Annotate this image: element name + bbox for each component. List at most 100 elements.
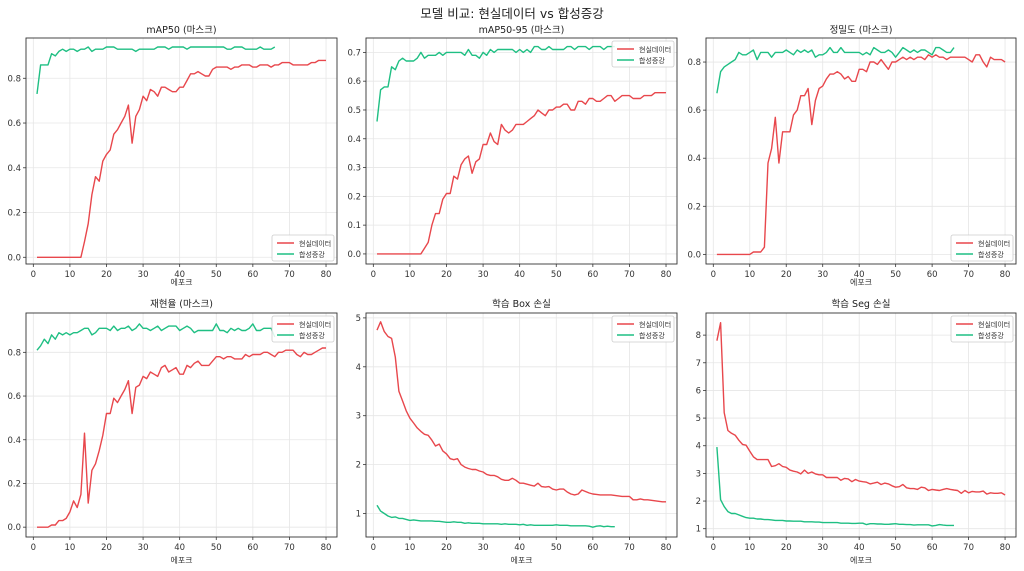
plot-frame (705, 37, 1017, 265)
x-axis-label: 에포크 (170, 278, 192, 287)
x-tick-label: 80 (1000, 543, 1011, 553)
chart-panel-2: 정밀도 (마스크)0 10 20 30 40 50 60 70 800.00.20.40.60.… (687, 24, 1017, 287)
x-tick-label: 10 (64, 270, 75, 280)
grid (366, 313, 677, 537)
x-tick-label: 20 (781, 543, 792, 553)
series-line-synth (36, 323, 276, 351)
x-tick-label: 50 (890, 543, 901, 553)
chart-panel-0: mAP50 (마스크) 0 10 20 30 40 50 60 70 80 0.0 0.2 0.4 0.6… (7, 25, 338, 287)
x-axis: 0 10 20 30 40 50 60 70 80 (371, 537, 671, 553)
y-tick-label: 7 (696, 359, 701, 369)
x-tick-label: 60 (247, 270, 258, 280)
y-tick-label: 0.0 (347, 250, 361, 260)
y-tick-label: 2 (696, 497, 701, 507)
y-tick-label: 0.6 (687, 106, 701, 116)
x-tick-label: 20 (781, 270, 792, 280)
x-tick-label: 0 (31, 270, 36, 280)
x-tick-label: 70 (963, 543, 974, 553)
x-tick-label: 80 (661, 270, 672, 280)
chart-title: mAP50 (마스크) (146, 25, 216, 36)
x-tick-label: 20 (441, 270, 452, 280)
x-tick-label: 70 (284, 543, 295, 553)
y-axis: 0.0 0.2 0.4 0.6 0.8 (7, 348, 26, 533)
x-tick-label: 60 (927, 270, 938, 280)
y-tick-label: 0.8 (7, 74, 21, 84)
y-tick-label: 0.6 (7, 119, 21, 129)
x-tick-label: 30 (138, 270, 149, 280)
x-axis-label: 에포크 (850, 556, 872, 565)
y-tick-label: 0.0 (7, 253, 21, 263)
legend-label-real: 현실데이터 (978, 239, 1010, 248)
x-tick-label: 70 (284, 270, 295, 280)
x-axis: 0 10 20 30 40 50 60 70 80 (711, 264, 1010, 280)
x-tick-label: 40 (514, 543, 525, 553)
y-tick-label: 0.4 (687, 154, 701, 164)
series-line-real (377, 91, 666, 255)
y-axis: 1 2 3 4 5 6 7 8 (696, 331, 706, 535)
legend-label-synth: 합성증강 (978, 250, 1004, 259)
x-tick-label: 20 (101, 270, 112, 280)
plot-frame (365, 312, 678, 538)
grid (706, 313, 1016, 537)
y-tick-label: 0.8 (687, 58, 701, 68)
y-tick-label: 0.1 (347, 221, 361, 231)
y-tick-label: 5 (696, 414, 701, 424)
y-tick-label: 4 (696, 442, 701, 452)
legend-label-synth: 합성증강 (639, 331, 665, 340)
x-tick-label: 40 (174, 543, 185, 553)
y-tick-label: 0.0 (7, 523, 21, 533)
x-tick-label: 20 (441, 543, 452, 553)
legend-label-real: 현실데이터 (299, 239, 331, 248)
x-axis: 0 10 20 30 40 50 60 70 80 (371, 264, 672, 280)
y-tick-label: 0.0 (687, 250, 701, 260)
x-axis: 0 10 20 30 40 50 60 70 80 (31, 537, 332, 553)
y-tick-label: 3 (356, 412, 361, 422)
x-tick-label: 0 (711, 543, 716, 553)
chart-title: 학습 Seg 손실 (832, 299, 891, 310)
x-tick-label: 60 (247, 543, 258, 553)
x-tick-label: 80 (321, 543, 332, 553)
series-line-synth (716, 447, 954, 527)
x-tick-label: 10 (404, 543, 415, 553)
chart-panel-4: 학습 Box 손실 0 10 20 30 40 50 60 70 80 1 2 3 4 5 에포크 현실데이터합… (356, 299, 678, 565)
x-tick-label: 0 (371, 543, 376, 553)
plot-frame (365, 37, 678, 265)
x-tick-label: 0 (711, 270, 716, 280)
x-tick-label: 0 (371, 270, 376, 280)
series-line-real (37, 59, 326, 258)
y-tick-label: 0.5 (347, 106, 361, 116)
x-tick-label: 70 (963, 270, 974, 280)
x-tick-label: 70 (624, 270, 635, 280)
series-line-synth (36, 46, 276, 94)
y-tick-label: 8 (696, 331, 701, 341)
y-tick-label: 0.6 (347, 77, 361, 87)
y-axis: 1 2 3 4 5 (356, 314, 366, 520)
y-tick-label: 1 (356, 510, 361, 520)
y-tick-label: 0.4 (347, 135, 361, 145)
chart-title: mAP50-95 (마스크) (479, 25, 565, 36)
x-tick-label: 30 (478, 270, 489, 280)
legend-label-real: 현실데이터 (639, 45, 671, 54)
x-tick-label: 50 (551, 543, 562, 553)
grid (706, 38, 1016, 264)
x-tick-label: 50 (890, 270, 901, 280)
chart-panel-5: 학습 Seg 손실 0 10 20 30 40 50 60 70 80 1 2 3 4 5 6 7 8 에포크 현실데… (696, 299, 1017, 565)
y-tick-label: 0.7 (347, 48, 361, 58)
x-tick-label: 40 (854, 543, 865, 553)
x-tick-label: 30 (817, 543, 828, 553)
plot-frame (705, 312, 1017, 538)
x-tick-label: 30 (478, 543, 489, 553)
chart-title: 정밀도 (마스크) (830, 24, 893, 36)
x-axis-label: 에포크 (170, 556, 192, 565)
y-tick-label: 0.2 (7, 209, 21, 219)
chart-title: 학습 Box 손실 (492, 299, 551, 310)
figure-title: 모델 비교: 현실데이터 vs 합성증강 (420, 6, 604, 21)
x-tick-label: 60 (927, 543, 938, 553)
x-tick-label: 10 (744, 543, 755, 553)
